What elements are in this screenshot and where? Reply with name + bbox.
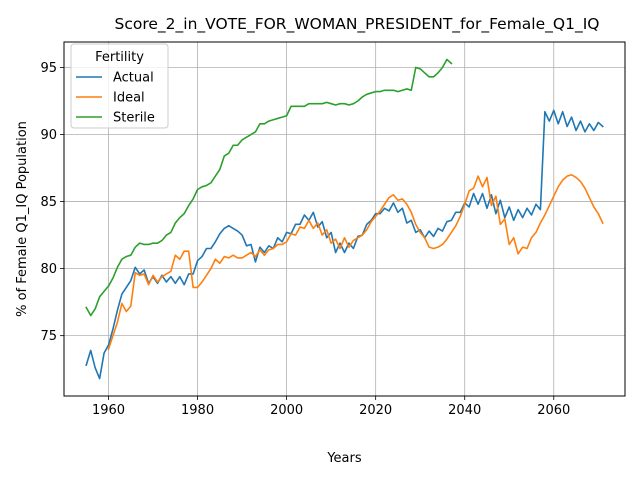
y-tick-label: 90 bbox=[40, 128, 57, 143]
x-tick-label: 2020 bbox=[359, 403, 392, 418]
x-tick-label: 1980 bbox=[181, 403, 214, 418]
legend-title: Fertility bbox=[95, 50, 144, 65]
legend-label-sterile: Sterile bbox=[113, 111, 155, 126]
grid bbox=[64, 42, 625, 396]
x-tick-label: 2000 bbox=[270, 403, 303, 418]
y-tick-label: 85 bbox=[40, 195, 57, 210]
axis-ticks: 1960 1980 2000 2020 2040 2060 75 80 85 90 95 bbox=[40, 61, 570, 418]
legend-label-actual: Actual bbox=[113, 71, 154, 86]
chart-title: Score_2_in_VOTE_FOR_WOMAN_PRESIDENT_for_… bbox=[115, 15, 600, 34]
x-axis-title: Years bbox=[326, 451, 362, 466]
plot-frame bbox=[63, 41, 626, 397]
series-line-actual bbox=[85, 109, 604, 380]
x-tick-label: 2060 bbox=[537, 403, 570, 418]
y-tick-label: 80 bbox=[40, 262, 57, 277]
y-tick-label: 75 bbox=[40, 329, 57, 344]
legend: Fertility Actual Ideal Sterile bbox=[70, 43, 169, 129]
legend-box bbox=[70, 43, 169, 129]
x-tick-label: 1960 bbox=[92, 403, 125, 418]
series-lines bbox=[85, 58, 604, 380]
y-axis-title: % of Female Q1_IQ Population bbox=[15, 121, 30, 317]
y-tick-label: 95 bbox=[40, 61, 57, 76]
series-line-sterile bbox=[85, 58, 453, 317]
series-line-ideal bbox=[107, 173, 604, 351]
x-tick-label: 2040 bbox=[448, 403, 481, 418]
legend-label-ideal: Ideal bbox=[113, 91, 145, 106]
